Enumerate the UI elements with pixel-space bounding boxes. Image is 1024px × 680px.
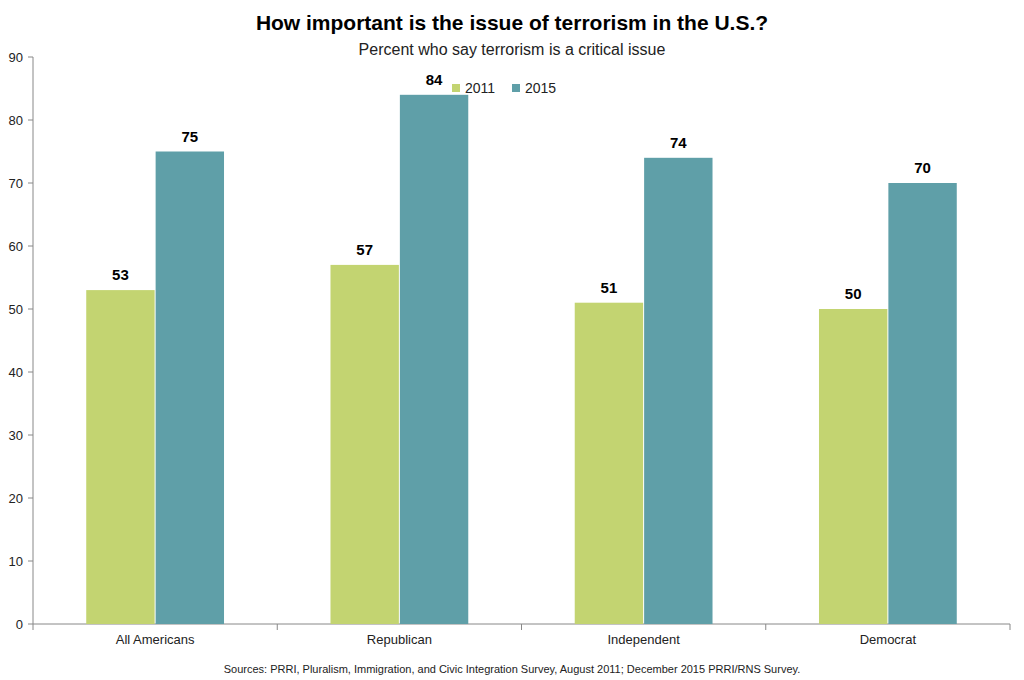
y-tick-label: 50 [9,302,23,317]
data-label: 57 [356,241,373,258]
y-tick [28,624,33,625]
legend-swatch [512,84,520,92]
data-label: 70 [914,159,931,176]
y-tick [28,120,33,121]
x-tick [33,624,34,630]
y-tick-label: 30 [9,428,23,443]
y-tick [28,309,33,310]
bars [86,95,957,624]
bar [575,303,643,624]
x-tick-label: All Americans [116,632,195,647]
x-tick [1010,624,1011,630]
data-label: 74 [670,134,687,151]
x-tick-label: Democrat [860,632,917,647]
legend-label: 2011 [465,80,495,96]
legend-swatch [452,84,460,92]
data-label: 51 [601,279,618,296]
data-labels: 53 57 51 50 75 84 74 70 [112,71,931,302]
y-tick-label: 60 [9,239,23,254]
source: Sources: PRRI, Pluralism, Immigration, a… [224,663,801,675]
data-label: 53 [112,266,129,283]
y-tick [28,561,33,562]
y-tick [28,372,33,373]
bar [86,290,154,624]
y-tick [28,183,33,184]
legend: 2011 2015 [452,80,556,96]
subtitle: Percent who say terrorism is a critical … [359,41,666,58]
legend-label: 2015 [525,80,556,96]
x-tick [277,624,278,630]
bar [156,152,224,625]
y-tick-label: 20 [9,491,23,506]
y-axis-line [33,57,34,624]
y-tick [28,57,33,58]
data-label: 75 [181,128,198,145]
x-tick-label: Republican [367,632,432,647]
x-tick [521,624,522,630]
x-tick [765,624,766,630]
y-tick-label: 10 [9,554,23,569]
bar [330,265,398,624]
y-tick [28,498,33,499]
x-tick-label: Independent [607,632,680,647]
bar [888,183,956,624]
y-tick-label: 0 [16,617,23,632]
title: How important is the issue of terrorism … [256,11,768,34]
bar [819,309,887,624]
chart: How important is the issue of terrorism … [0,0,1024,680]
axes: 0 10 20 30 40 50 60 70 80 90 All Americans Republic… [9,50,1010,648]
y-tick-label: 90 [9,50,23,65]
y-tick-label: 80 [9,113,23,128]
y-tick [28,246,33,247]
bar [400,95,468,624]
y-tick-label: 40 [9,365,23,380]
y-tick-label: 70 [9,176,23,191]
data-label: 84 [426,71,443,88]
data-label: 50 [845,285,862,302]
y-tick [28,435,33,436]
bar [644,158,712,624]
